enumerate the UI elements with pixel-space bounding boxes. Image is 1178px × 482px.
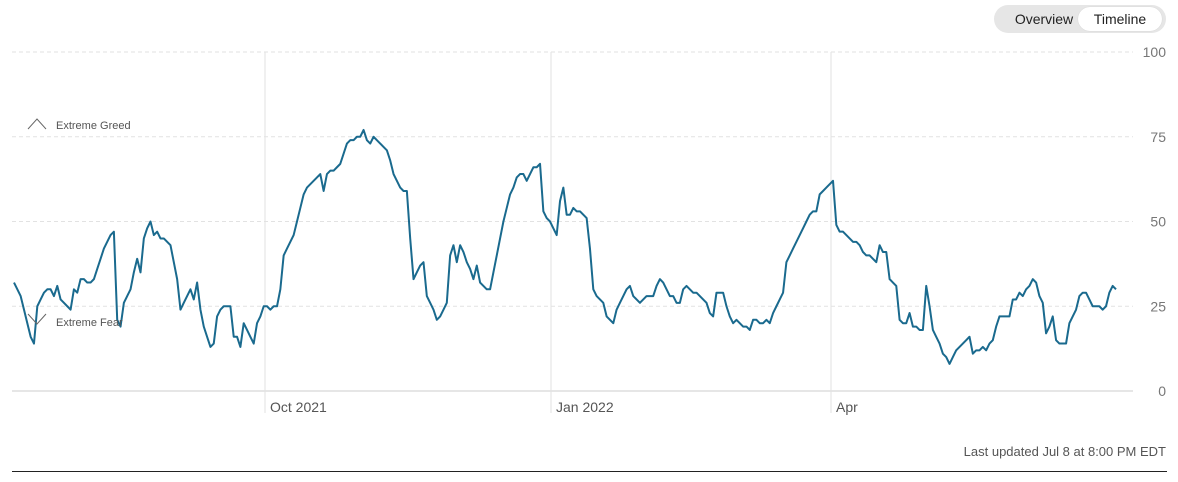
overview-tab[interactable]: Overview	[1014, 11, 1074, 27]
series-line	[13, 128, 1117, 365]
x-tick-label: Apr	[836, 399, 858, 415]
extreme-fear-icon	[27, 313, 47, 325]
timeline-tab[interactable]: Timeline	[1078, 7, 1162, 31]
y-tick-label: 100	[1143, 44, 1167, 60]
bottom-divider	[12, 471, 1167, 472]
extreme-greed-icon	[27, 118, 47, 130]
y-tick-label: 50	[1150, 214, 1166, 230]
view-toggle: Overview Timeline	[994, 5, 1166, 33]
y-tick-label: 75	[1150, 129, 1166, 145]
y-tick-label: 25	[1150, 298, 1166, 314]
y-tick-label: 0	[1158, 383, 1166, 399]
extreme-fear-label: Extreme Fear	[56, 317, 123, 329]
fear-greed-timeline-chart: 100 75 50 25 0 Oct 2021 Jan 2022 Apr Extreme G…	[12, 44, 1167, 415]
x-tick-label: Oct 2021	[270, 399, 327, 415]
x-tick-label: Jan 2022	[556, 399, 614, 415]
extreme-greed-label: Extreme Greed	[56, 120, 131, 132]
last-updated-text: Last updated Jul 8 at 8:00 PM EDT	[963, 444, 1166, 459]
